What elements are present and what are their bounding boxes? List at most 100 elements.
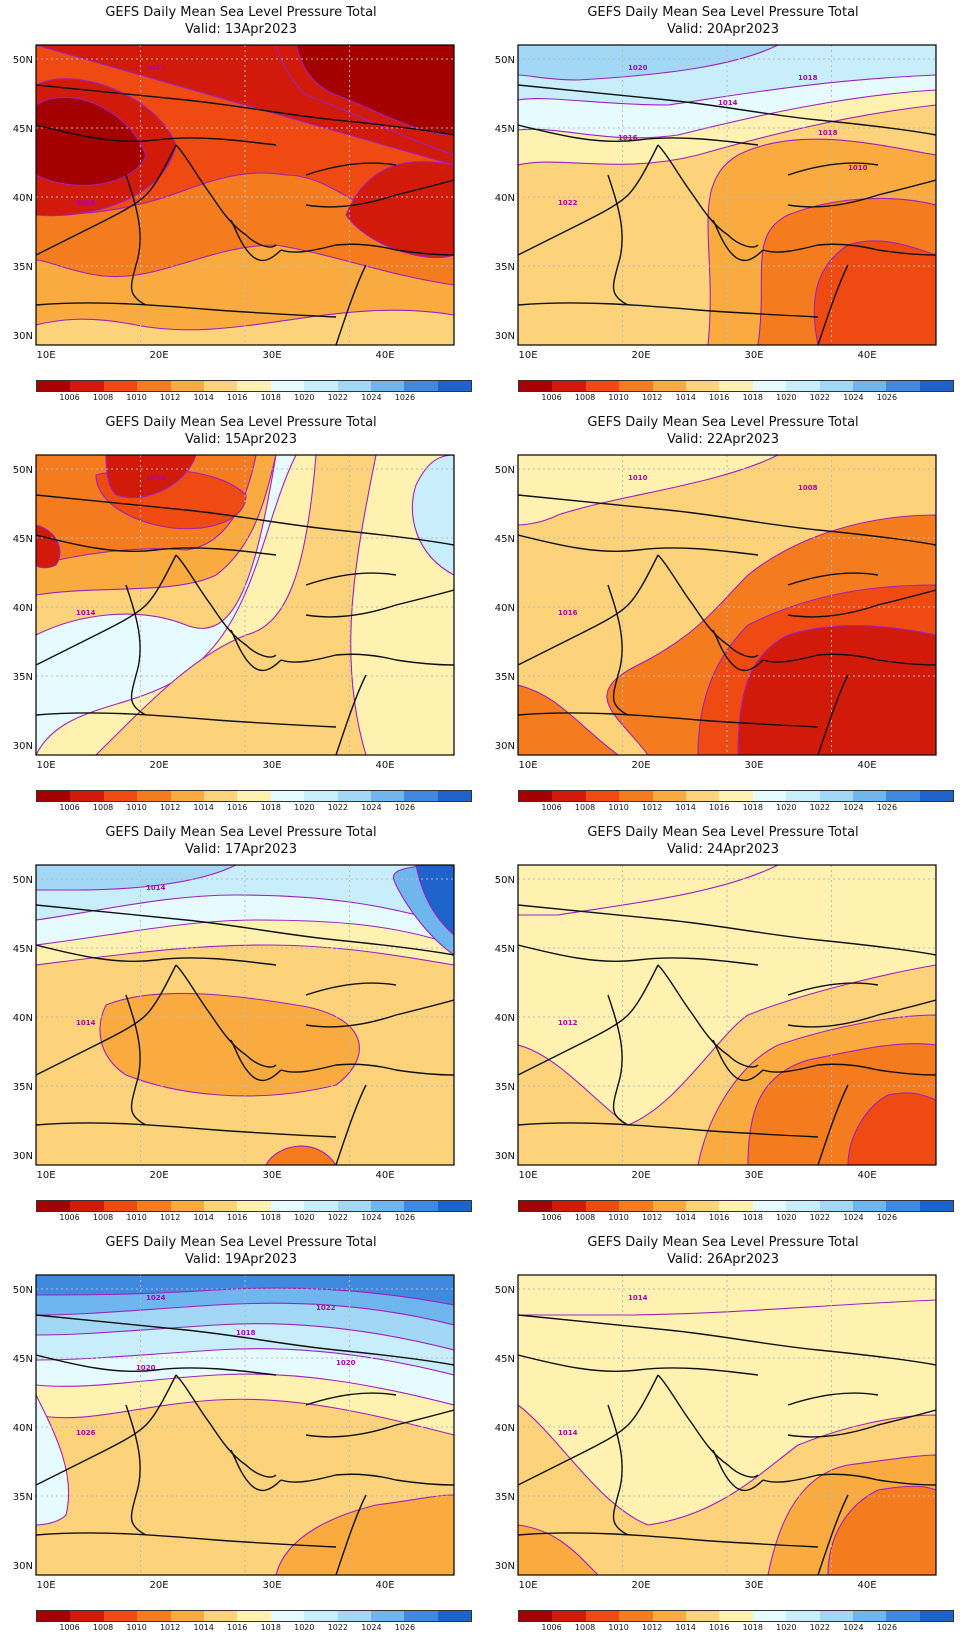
colorbar-label: 1014 <box>675 803 696 812</box>
coastline <box>518 904 936 956</box>
colorbar-label: 1020 <box>294 393 315 402</box>
coastline <box>787 162 879 176</box>
coastline <box>36 554 177 666</box>
map-frame <box>35 44 455 346</box>
colorbar-swatch <box>919 1201 954 1211</box>
coastline <box>125 174 147 306</box>
colorbar-label: 1012 <box>641 393 663 402</box>
coastline <box>607 584 629 716</box>
coastline <box>36 144 177 256</box>
coastline <box>518 1122 819 1138</box>
panel-title: GEFS Daily Mean Sea Level Pressure Total <box>105 5 377 20</box>
coastline <box>787 179 936 208</box>
colorbar-labels: 1006 1008 1010 1012 1014 1016 1018 1020 1022 1024… <box>36 803 472 815</box>
lat-tick-label: 35N <box>495 262 515 273</box>
map-frame <box>517 44 937 346</box>
colorbar-label: 1022 <box>327 1623 349 1632</box>
coastline <box>280 1473 454 1486</box>
coastline <box>36 302 337 318</box>
pressure-map: 1026 1024 1022 1020 1018 1020 50N 45N 40N 35N 30N1… <box>13 1274 455 1591</box>
coastline <box>305 982 397 996</box>
colorbar-label: 1020 <box>776 803 797 812</box>
colorbar-label: 1018 <box>742 1213 763 1222</box>
colorbar-label: 1008 <box>574 1213 596 1222</box>
coastline <box>817 1084 849 1165</box>
colorbar-swatch <box>585 1201 620 1211</box>
colorbar-label: 1020 <box>776 1623 797 1632</box>
coastline <box>230 629 282 672</box>
lon-tick-label: 10E <box>518 1580 537 1591</box>
lat-tick-label: 30N <box>13 331 33 342</box>
colorbar-swatch <box>437 1611 472 1621</box>
colorbar-swatch <box>786 1611 820 1621</box>
colorbar-swatch <box>70 1201 104 1211</box>
coastline <box>230 1449 282 1492</box>
colorbar-label: 1026 <box>876 1213 898 1222</box>
colorbar-label: 1012 <box>159 803 181 812</box>
coastline <box>125 584 147 716</box>
colorbar-swatch <box>237 1611 271 1621</box>
colorbar-label: 1020 <box>294 1623 315 1632</box>
coastline <box>607 174 629 306</box>
lon-tick-label: 10E <box>36 350 55 361</box>
colorbar-label: 1014 <box>193 1623 214 1632</box>
colorbar-label: 1006 <box>59 803 80 812</box>
colorbar-label: 1022 <box>809 393 831 402</box>
colorbar-label: 1020 <box>294 803 315 812</box>
colorbar-swatch <box>552 1611 586 1621</box>
colorbar-swatch <box>337 1611 371 1621</box>
colorbar-swatch <box>370 791 405 801</box>
coastline <box>787 1392 879 1406</box>
lon-tick-label: 40E <box>375 1170 394 1181</box>
lat-tick-label: 35N <box>13 672 33 683</box>
lat-tick-label: 50N <box>13 55 33 66</box>
panel-valid-date: Valid: 19Apr2023 <box>185 1252 297 1267</box>
colorbar-swatch <box>719 1611 753 1621</box>
lat-tick-label: 40N <box>495 193 515 204</box>
coastline <box>36 712 337 728</box>
lon-tick-label: 30E <box>262 760 281 771</box>
coastline <box>657 554 759 658</box>
coastline <box>280 653 454 666</box>
contour-label: 1014 <box>146 884 166 892</box>
colorbar-swatch <box>519 791 553 801</box>
contour-label: 1010 <box>628 474 648 482</box>
lat-tick-label: 40N <box>13 603 33 614</box>
colorbar-swatch <box>237 381 271 391</box>
contour-label: 1026 <box>76 1429 96 1437</box>
colorbar-label: 1026 <box>394 1623 416 1632</box>
colorbar-label: 1010 <box>126 803 147 812</box>
coastline <box>657 144 759 248</box>
contour-label: 1012 <box>558 1019 578 1027</box>
colorbar-swatch <box>203 381 238 391</box>
lat-tick-label: 45N <box>13 534 33 545</box>
colorbar-label: 1010 <box>608 1213 629 1222</box>
colorbar-swatch <box>137 1611 171 1621</box>
colorbar-swatch <box>103 1611 138 1621</box>
colorbar-label: 1020 <box>294 1213 315 1222</box>
lat-tick-label: 50N <box>495 55 515 66</box>
colorbar-swatch <box>519 1611 553 1621</box>
pressure-band <box>518 45 779 81</box>
colorbar-label: 1024 <box>361 803 382 812</box>
lat-tick-label: 45N <box>13 944 33 955</box>
coastline <box>712 1039 764 1082</box>
lon-tick-label: 20E <box>631 760 650 771</box>
coastline <box>305 1392 397 1406</box>
coastline <box>518 1532 819 1548</box>
colorbar-swatch <box>819 1201 853 1211</box>
colorbar-label: 1022 <box>327 1213 349 1222</box>
colorbar-label: 1014 <box>675 1623 696 1632</box>
lat-tick-label: 50N <box>495 1285 515 1296</box>
colorbar-label: 1012 <box>641 803 663 812</box>
lat-tick-label: 50N <box>495 875 515 886</box>
lat-tick-label: 40N <box>13 1423 33 1434</box>
colorbar-label: 1026 <box>394 1213 416 1222</box>
colorbar-label: 1006 <box>541 393 562 402</box>
colorbar-label: 1018 <box>260 393 281 402</box>
coastline <box>305 162 397 176</box>
colorbar-swatch <box>852 381 887 391</box>
